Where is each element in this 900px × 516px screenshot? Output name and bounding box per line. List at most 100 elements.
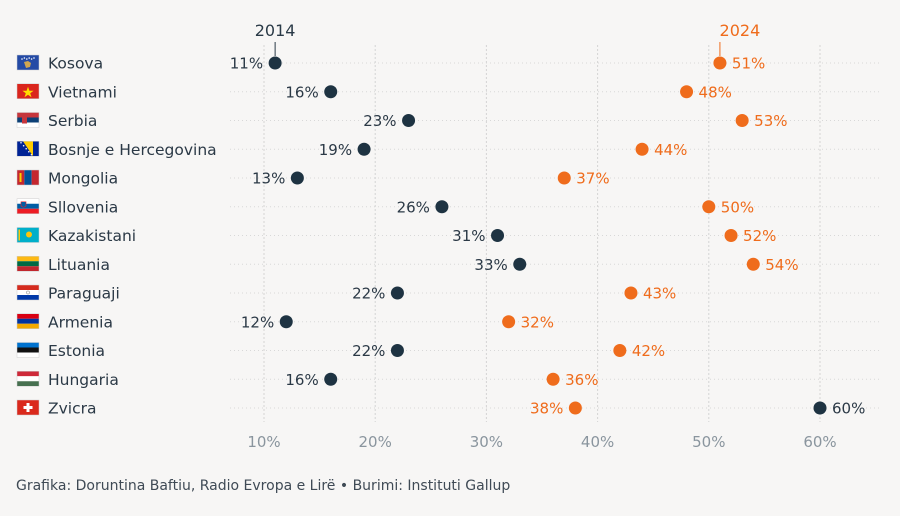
value-label-2014: 23% — [363, 112, 396, 130]
value-label-2024: 51% — [732, 55, 765, 73]
country-label: Sllovenia — [48, 198, 118, 216]
value-label-2024: 50% — [721, 198, 754, 216]
value-label-2014: 33% — [474, 256, 507, 274]
chart-row: Paraguaji 22% 43% — [16, 284, 676, 303]
chart-row: Hungaria 16% 36% — [16, 371, 598, 389]
value-label-2014: 13% — [252, 170, 285, 188]
value-label-2014: 60% — [832, 400, 865, 418]
dot-2014 — [268, 56, 282, 70]
country-label: Armenia — [48, 313, 113, 331]
dot-2024 — [735, 114, 749, 127]
chart-row: Bosnje e Hercegovina 19% 44% — [16, 141, 687, 159]
value-label-2014: 16% — [285, 371, 318, 389]
chart-row: Mongolia 13% 37% — [16, 169, 610, 188]
legend-2024-label: 2024 — [720, 21, 761, 40]
dot-2024 — [702, 200, 716, 214]
armenia-flag — [16, 313, 40, 329]
source-credit: Grafika: Doruntina Baftiu, Radio Evropa … — [16, 478, 511, 494]
dot-2014 — [324, 85, 338, 99]
country-label: Estonia — [48, 342, 105, 360]
country-label: Bosnje e Hercegovina — [48, 141, 217, 159]
dot-2014 — [435, 200, 449, 214]
dot-2024 — [680, 85, 694, 99]
dot-2024 — [557, 171, 571, 185]
dot-2014 — [402, 114, 416, 127]
switzerland-flag — [16, 399, 40, 416]
x-tick-label: 60% — [803, 433, 836, 451]
dot-2024 — [713, 56, 727, 70]
country-label: Mongolia — [48, 170, 118, 188]
dot-2014 — [513, 257, 527, 271]
x-tick-label: 40% — [581, 433, 614, 451]
value-label-2014: 16% — [285, 83, 318, 101]
country-label: Serbia — [48, 112, 97, 130]
value-label-2024: 43% — [643, 285, 676, 303]
value-label-2014: 31% — [452, 227, 485, 245]
x-tick-label: 50% — [692, 433, 725, 451]
chart-row: Kazakistani 31% 52% — [16, 227, 776, 245]
kosovo-flag — [16, 54, 40, 71]
chart-row: Armenia 12% 32% — [16, 313, 554, 331]
vietnam-flag — [16, 83, 40, 99]
value-label-2024: 38% — [530, 400, 563, 418]
dumbbell-chart: 10% 20% 30% 40% 50% 60% 2014 2024 Kosova 11% 51%… — [16, 21, 880, 451]
dot-2014 — [290, 171, 304, 185]
value-label-2024: 44% — [654, 141, 687, 159]
value-label-2024: 32% — [521, 313, 554, 331]
dot-2024 — [613, 344, 627, 357]
country-label: Hungaria — [48, 371, 119, 389]
dot-2024 — [624, 286, 638, 300]
estonia-flag — [16, 342, 40, 358]
dot-2014 — [813, 401, 827, 415]
chart-row: Sllovenia 26% 50% — [16, 198, 754, 216]
chart-row: Lituania 33% 54% — [16, 256, 799, 274]
country-label: Paraguaji — [48, 285, 120, 303]
chart-row: Serbia 23% 53% — [16, 112, 788, 130]
dot-2024 — [746, 257, 760, 271]
dot-2024 — [568, 401, 582, 415]
value-label-2014: 22% — [352, 342, 385, 360]
dot-2014 — [491, 229, 505, 242]
hungary-flag — [16, 371, 40, 387]
dot-2024 — [724, 229, 738, 242]
dot-2024 — [502, 315, 516, 329]
country-label: Vietnami — [48, 83, 117, 101]
x-tick-label: 20% — [359, 433, 392, 451]
serbia-flag — [16, 112, 40, 128]
value-label-2014: 12% — [241, 313, 274, 331]
chart-row: Vietnami 16% 48% — [16, 83, 732, 101]
dot-2014 — [357, 142, 371, 156]
x-tick-label: 30% — [470, 433, 503, 451]
chart-row: Kosova 11% 51% — [16, 54, 765, 73]
dot-2014 — [324, 372, 338, 386]
bosnia-flag — [16, 141, 40, 157]
value-label-2024: 36% — [565, 371, 598, 389]
dot-2024 — [635, 142, 649, 156]
kazakhstan-flag — [16, 227, 40, 243]
value-label-2014: 22% — [352, 285, 385, 303]
value-label-2024: 48% — [699, 83, 732, 101]
legend-2014-label: 2014 — [255, 21, 296, 40]
value-label-2024: 53% — [754, 112, 787, 130]
value-label-2014: 26% — [397, 198, 430, 216]
dot-2014 — [279, 315, 293, 329]
country-label: Kosova — [48, 55, 103, 73]
paraguay-flag — [16, 284, 40, 301]
value-label-2024: 54% — [765, 256, 798, 274]
value-label-2014: 11% — [230, 55, 263, 73]
country-label: Lituania — [48, 256, 110, 274]
value-label-2014: 19% — [319, 141, 352, 159]
lithuania-flag — [16, 256, 40, 272]
mongolia-flag — [16, 169, 40, 186]
chart-row: Estonia 22% 42% — [16, 342, 665, 360]
value-label-2024: 37% — [576, 170, 609, 188]
country-label: Zvicra — [48, 400, 97, 418]
value-label-2024: 52% — [743, 227, 776, 245]
dot-2024 — [546, 372, 560, 386]
dot-2014 — [390, 344, 404, 357]
dot-2014 — [390, 286, 404, 300]
chart-row: Zvicra 38% 60% — [16, 399, 865, 418]
value-label-2024: 42% — [632, 342, 665, 360]
country-label: Kazakistani — [48, 227, 136, 245]
slovenia-flag — [16, 198, 40, 214]
